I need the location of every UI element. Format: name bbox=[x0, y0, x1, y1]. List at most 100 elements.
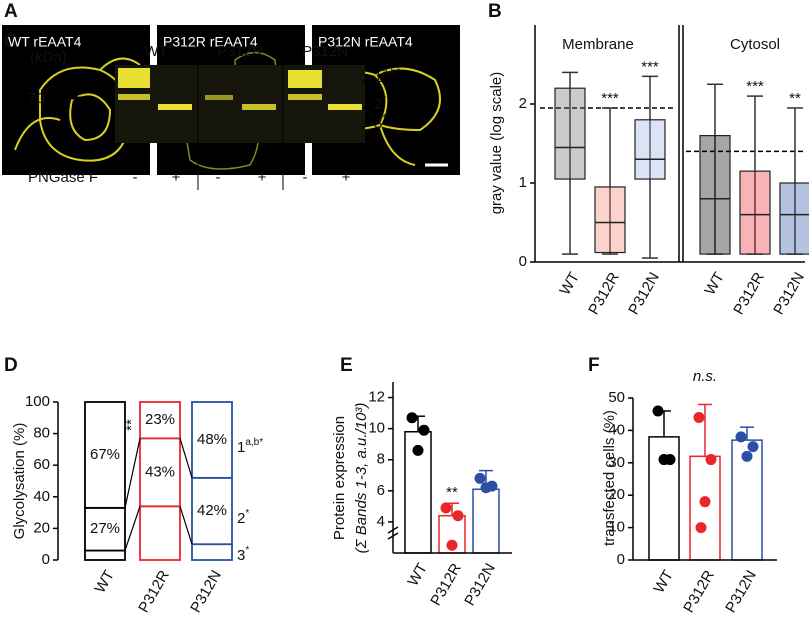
y-tick-label: 0 bbox=[519, 253, 527, 270]
y-axis-label: Glycolysation (%) bbox=[11, 423, 28, 540]
band-number: 1 bbox=[374, 69, 382, 86]
band-superscript: a,b* bbox=[382, 67, 400, 78]
bar-segment bbox=[191, 543, 233, 561]
y-tick-label: 6 bbox=[377, 482, 385, 499]
legend-name: 2 bbox=[237, 510, 245, 527]
group-title: Cytosol bbox=[730, 36, 780, 53]
x-tick-label: P312R bbox=[135, 567, 173, 615]
value-label: 48% bbox=[197, 431, 227, 448]
band-number: 3 bbox=[374, 115, 382, 132]
lane-label: WT bbox=[144, 43, 167, 60]
box bbox=[634, 119, 666, 180]
marker-label: 70 bbox=[28, 90, 45, 107]
band bbox=[118, 94, 150, 100]
value-label: 23% bbox=[145, 411, 175, 428]
y-tick-label: 60 bbox=[33, 456, 50, 473]
image-label: WT rEAAT4 bbox=[8, 34, 82, 50]
y-tick-label: 10 bbox=[368, 420, 385, 437]
box bbox=[554, 87, 586, 180]
x-tick-label: P312R bbox=[585, 269, 623, 317]
significance: *** bbox=[746, 78, 764, 95]
bar-segment bbox=[191, 476, 233, 546]
unit-label: (kDa) bbox=[30, 49, 67, 66]
data-point bbox=[440, 502, 452, 514]
x-tick-label: WT bbox=[405, 560, 431, 589]
x-tick-label: P312R bbox=[730, 269, 768, 317]
band-number: 2 bbox=[374, 96, 382, 113]
band-superscript: * bbox=[382, 113, 386, 124]
group-title: Membrane bbox=[562, 36, 634, 53]
legend-label: 2* bbox=[237, 508, 249, 527]
value-label: 42% bbox=[197, 502, 227, 519]
bar-segment bbox=[84, 506, 126, 552]
image-label: P312N rEAAT4 bbox=[318, 34, 413, 50]
cell bbox=[14, 57, 141, 151]
band-label: 3* bbox=[374, 113, 386, 132]
data-point bbox=[695, 522, 707, 534]
gel-image bbox=[115, 65, 365, 143]
box bbox=[699, 135, 731, 255]
band bbox=[242, 104, 276, 110]
panel-letter: B bbox=[488, 1, 502, 22]
treatment-label: PNGase F bbox=[28, 169, 98, 186]
x-tick-label: P312N bbox=[187, 567, 225, 615]
sign: - bbox=[303, 169, 308, 186]
band bbox=[158, 104, 192, 110]
legend-superscript: a,b* bbox=[245, 437, 263, 448]
bar-segment bbox=[191, 401, 233, 479]
data-point bbox=[658, 454, 670, 466]
sign: - bbox=[133, 169, 138, 186]
band-pointer bbox=[361, 123, 373, 129]
y-tick-label: 0 bbox=[42, 551, 50, 568]
gel bbox=[58, 40, 365, 190]
data-point bbox=[406, 412, 418, 424]
bar-segment bbox=[84, 549, 126, 561]
axis-break bbox=[387, 526, 399, 534]
y-tick-label: 12 bbox=[368, 389, 385, 406]
band-pointer bbox=[361, 77, 373, 83]
axis-break bbox=[387, 532, 399, 540]
significance: *** bbox=[601, 90, 619, 107]
data-point bbox=[747, 441, 759, 453]
panel-letter: D bbox=[4, 355, 18, 376]
x-tick-label: P312N bbox=[722, 567, 760, 615]
band-label: 1a,b* bbox=[374, 67, 400, 86]
y-axis-label: Protein expression bbox=[331, 416, 348, 540]
data-point bbox=[735, 431, 747, 443]
panel-letter: A bbox=[4, 1, 18, 22]
data-point bbox=[705, 454, 717, 466]
y-tick-label: 50 bbox=[608, 389, 625, 406]
legend-superscript: * bbox=[245, 545, 249, 556]
x-tick-label: P312N bbox=[625, 269, 663, 317]
bar bbox=[689, 455, 721, 561]
x-tick-label: WT bbox=[557, 269, 583, 298]
x-tick-label: WT bbox=[651, 567, 677, 596]
data-point bbox=[480, 482, 492, 494]
data-point bbox=[452, 510, 464, 522]
x-tick-label: P312N bbox=[461, 560, 499, 608]
x-tick-label: P312R bbox=[680, 567, 718, 615]
y-tick-label: 40 bbox=[608, 421, 625, 438]
data-point bbox=[741, 450, 753, 462]
box bbox=[739, 170, 771, 255]
band-label: 2* bbox=[374, 94, 386, 113]
bar-segment bbox=[139, 401, 181, 440]
band bbox=[288, 94, 322, 100]
connector bbox=[179, 438, 193, 479]
connector bbox=[179, 506, 193, 545]
y-tick-label: 80 bbox=[33, 425, 50, 442]
cell bbox=[69, 93, 112, 142]
bar bbox=[438, 514, 466, 554]
legend-label: 1a,b* bbox=[237, 437, 263, 456]
band-superscript: * bbox=[382, 94, 386, 105]
y-tick-label: 4 bbox=[377, 513, 385, 530]
significance: ** bbox=[789, 90, 801, 107]
band bbox=[205, 95, 233, 100]
sign: + bbox=[172, 169, 181, 186]
y-tick-label: 100 bbox=[25, 393, 50, 410]
legend-label: 3* bbox=[237, 545, 249, 564]
band bbox=[118, 68, 150, 88]
panel-letter: E bbox=[340, 355, 353, 376]
sign: + bbox=[342, 169, 351, 186]
